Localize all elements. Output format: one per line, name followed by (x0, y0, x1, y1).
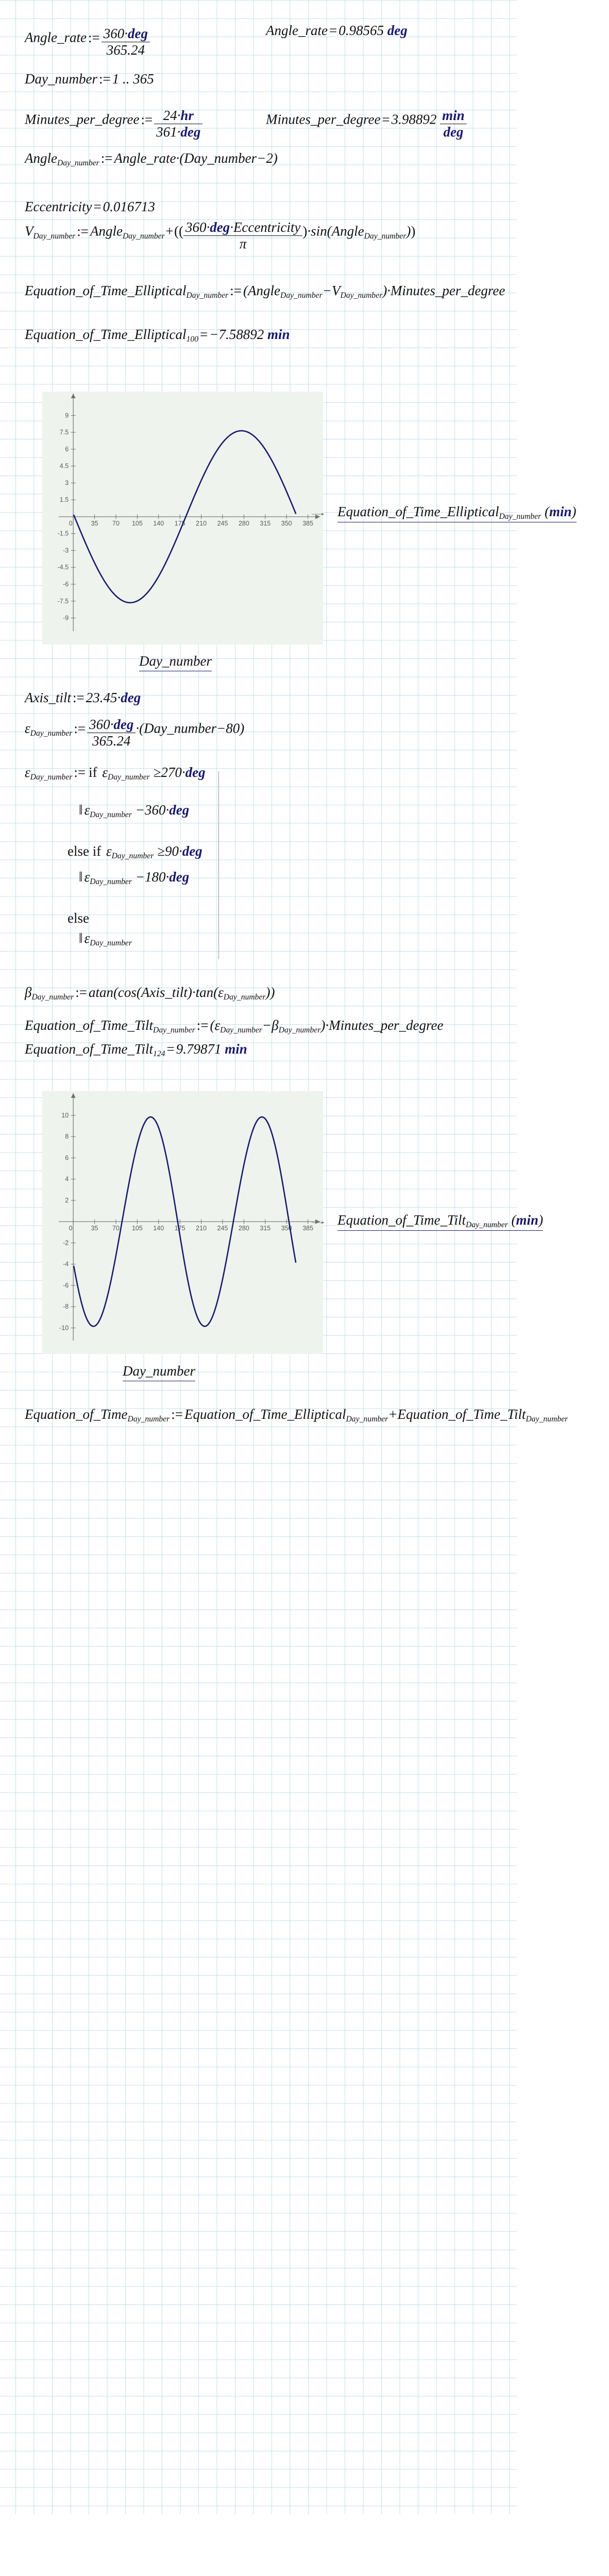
svg-text:-7.5: -7.5 (58, 598, 69, 605)
svg-text:6: 6 (65, 446, 69, 453)
svg-text:280: 280 (239, 1225, 249, 1232)
svg-text:210: 210 (196, 520, 207, 527)
svg-text:-6: -6 (63, 581, 69, 588)
svg-text:-6: -6 (63, 1282, 69, 1289)
svg-text:0: 0 (69, 520, 73, 527)
svg-text:-4.5: -4.5 (58, 564, 69, 571)
svg-text:-2: -2 (63, 1239, 69, 1246)
svg-text:10: 10 (61, 1112, 69, 1119)
svg-text:4: 4 (65, 1176, 69, 1183)
svg-text:4.5: 4.5 (60, 463, 69, 470)
svg-text:210: 210 (196, 1225, 207, 1232)
svg-text:7.5: 7.5 (60, 429, 69, 436)
svg-text:0: 0 (69, 1225, 73, 1232)
svg-text:70: 70 (112, 520, 120, 527)
svg-text:140: 140 (153, 1225, 164, 1232)
svg-text:385: 385 (302, 1225, 313, 1232)
svg-text:-9: -9 (63, 615, 69, 622)
svg-text:-10: -10 (59, 1325, 69, 1332)
svg-text:140: 140 (153, 520, 164, 527)
svg-text:35: 35 (91, 1225, 98, 1232)
svg-text:105: 105 (132, 1225, 143, 1232)
svg-text:385: 385 (302, 520, 313, 527)
svg-text:2: 2 (65, 1197, 69, 1204)
svg-text:350: 350 (281, 520, 292, 527)
svg-text:315: 315 (260, 1225, 270, 1232)
svg-text:9: 9 (65, 412, 69, 419)
svg-text:1.5: 1.5 (60, 496, 69, 503)
svg-text:245: 245 (217, 520, 228, 527)
svg-text:3: 3 (65, 479, 69, 486)
svg-text:-4: -4 (63, 1261, 69, 1268)
svg-text:35: 35 (91, 520, 98, 527)
svg-text:280: 280 (239, 520, 249, 527)
svg-text:245: 245 (217, 1225, 228, 1232)
svg-text:315: 315 (260, 520, 270, 527)
svg-text:70: 70 (112, 1225, 120, 1232)
svg-text:6: 6 (65, 1154, 69, 1161)
svg-text:-1.5: -1.5 (58, 530, 69, 537)
svg-text:105: 105 (132, 520, 143, 527)
svg-text:175: 175 (175, 1225, 185, 1232)
svg-text:-8: -8 (63, 1303, 69, 1310)
svg-text:8: 8 (65, 1133, 69, 1140)
svg-text:-3: -3 (63, 547, 69, 554)
